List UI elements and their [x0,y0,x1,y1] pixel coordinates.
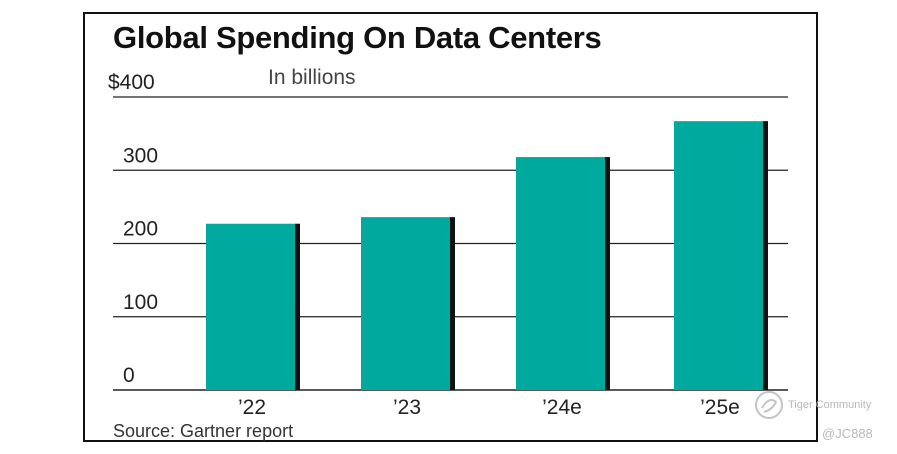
tiger-community-logo-icon [755,391,783,419]
bar-shadow [295,223,300,390]
watermark-user: @JC888 [822,426,873,441]
chart-source: Source: Gartner report [113,421,294,441]
x-tick-label: ’22 [238,396,266,419]
bar-2 [516,157,605,390]
y-tick-label: $400 [108,71,155,94]
bar-shadow [763,121,768,391]
x-tick-label: ’23 [393,396,421,419]
x-tick-label: ’24e [542,396,582,419]
bars [206,121,768,391]
y-axis-ticks: 0 100 200 300 $400 [108,71,158,387]
watermark: Tiger Community @JC888 [752,388,892,448]
bar-0 [206,223,295,390]
y-tick-label: 200 [123,218,158,241]
watermark-brand: Tiger Community [788,399,872,411]
y-tick-label: 300 [123,144,158,167]
chart-subtitle: In billions [268,66,356,89]
x-tick-label: ’25e [700,396,740,419]
bar-3 [674,121,763,391]
chart-title: Global Spending On Data Centers [113,20,602,55]
x-axis-ticks: ’22 ’23 ’24e ’25e [238,396,740,419]
bar-shadow [605,157,610,390]
y-tick-label: 0 [123,364,135,387]
bar-shadow [450,217,455,390]
y-tick-label: 100 [123,291,158,314]
bar-1 [361,217,450,390]
